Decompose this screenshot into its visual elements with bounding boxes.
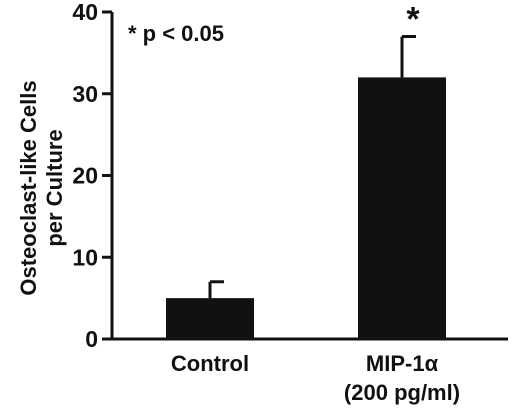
x-tick-sublabel: (200 pg/ml) — [344, 380, 460, 405]
significance-annotation: * p < 0.05 — [128, 21, 224, 46]
x-tick-label: MIP-1α — [366, 351, 439, 376]
bar — [166, 298, 254, 339]
y-tick-label: 40 — [72, 0, 98, 25]
x-tick-label: Control — [171, 351, 249, 376]
y-tick-label: 30 — [72, 81, 98, 107]
x-tick-labels: Control MIP-1α (200 pg/ml) — [171, 351, 460, 405]
y-axis-title: Osteoclast-like Cells per Culture — [16, 80, 67, 295]
y-tick-label: 20 — [72, 163, 98, 189]
significance-marker: * — [406, 1, 420, 39]
y-axis-title-line2: per Culture — [42, 129, 67, 246]
y-tick-label: 10 — [72, 244, 98, 270]
bars: * — [166, 1, 446, 340]
y-tick-label: 0 — [85, 326, 98, 352]
bar — [358, 77, 446, 340]
y-axis-title-line1: Osteoclast-like Cells — [16, 80, 41, 295]
